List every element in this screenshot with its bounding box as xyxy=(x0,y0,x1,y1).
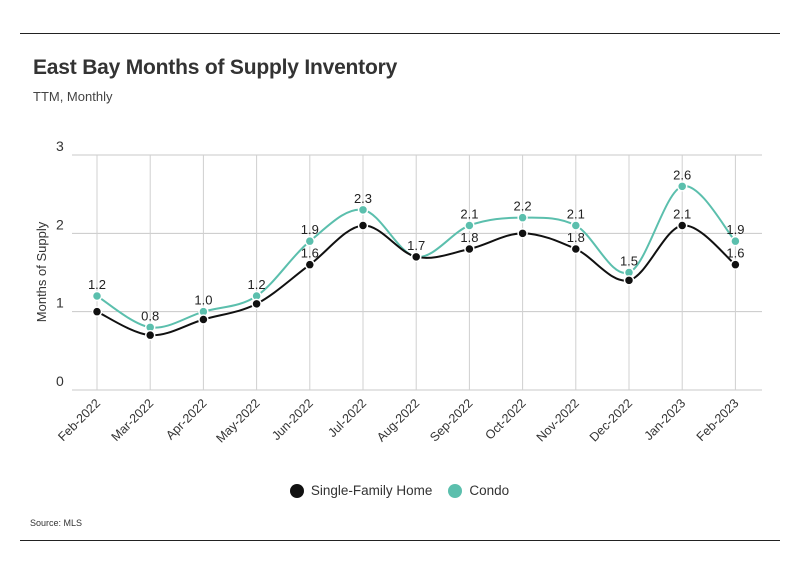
legend-swatch-single-family xyxy=(289,483,304,498)
data-label-condo: 1.9 xyxy=(726,222,744,237)
top-rule xyxy=(20,33,780,34)
data-label-condo: 2.6 xyxy=(673,167,691,182)
legend-label-condo: Condo xyxy=(469,483,510,498)
data-label-single-family: 2.1 xyxy=(673,207,691,222)
data-point-condo xyxy=(570,220,582,231)
data-point-single-family xyxy=(251,298,262,310)
x-tick-label: Sep-2022 xyxy=(427,396,475,444)
x-tick-label: Oct-2022 xyxy=(482,396,528,442)
data-label-condo: 2.1 xyxy=(567,207,585,222)
y-tick-label: 3 xyxy=(56,138,64,154)
data-label-single-family: 1.6 xyxy=(301,246,319,261)
bottom-rule xyxy=(20,540,780,541)
data-label-condo: 1.2 xyxy=(88,277,106,292)
source-note: Source: MLS xyxy=(30,518,83,528)
data-point-condo xyxy=(91,290,103,302)
data-point-single-family xyxy=(144,329,156,341)
legend-label-single-family: Single-Family Home xyxy=(310,483,433,498)
x-tick-label: Jul-2022 xyxy=(325,396,369,440)
data-point-single-family xyxy=(517,228,528,239)
chart-subtitle: TTM, Monthly xyxy=(33,89,113,104)
y-axis-label: Months of Supply xyxy=(34,221,49,322)
series-line-condo xyxy=(96,185,737,329)
data-point-condo xyxy=(676,181,688,192)
data-point-single-family xyxy=(410,251,422,263)
chart-title: East Bay Months of Supply Inventory xyxy=(33,56,398,79)
x-tick-label: Apr-2022 xyxy=(163,396,209,442)
x-tick-label: Feb-2022 xyxy=(55,396,103,444)
x-tick-label: Feb-2023 xyxy=(694,396,742,444)
data-point-single-family xyxy=(623,275,635,286)
data-label-single-family: 1.8 xyxy=(460,230,478,245)
legend-item-single-family[interactable]: Single-Family Home xyxy=(289,483,433,498)
data-point-single-family xyxy=(730,259,741,270)
data-point-single-family xyxy=(198,314,209,325)
data-label-condo: 2.3 xyxy=(354,191,372,206)
data-label-condo: 1.5 xyxy=(620,254,638,269)
data-point-single-family xyxy=(357,220,369,231)
data-label-single-family: 1.8 xyxy=(567,230,585,245)
data-point-condo xyxy=(304,235,316,247)
x-tick-label: Mar-2022 xyxy=(109,396,157,444)
legend-item-condo[interactable]: Condo xyxy=(448,483,509,498)
x-tick-label: Aug-2022 xyxy=(374,396,422,444)
data-label-condo: 2.1 xyxy=(460,207,478,222)
x-tick-label: Nov-2022 xyxy=(534,396,582,444)
x-tick-label: Dec-2022 xyxy=(587,396,635,444)
legend: Single-Family Home Condo xyxy=(0,483,799,498)
x-tick-label: Jun-2022 xyxy=(269,396,316,443)
y-tick-label: 2 xyxy=(56,216,64,232)
data-label-condo: 2.2 xyxy=(514,199,532,214)
y-tick-label: 1 xyxy=(56,295,64,311)
data-point-condo xyxy=(464,220,475,231)
data-label-condo: 0.8 xyxy=(141,308,159,323)
data-point-single-family xyxy=(676,220,688,231)
data-label-single-family: 1.6 xyxy=(726,246,744,261)
data-label-condo: 1.0 xyxy=(194,293,212,308)
data-label-condo: 1.7 xyxy=(407,238,425,253)
legend-swatch-condo xyxy=(448,483,463,498)
data-point-single-family xyxy=(570,243,582,255)
data-point-single-family xyxy=(91,306,103,317)
data-point-single-family xyxy=(464,243,475,255)
data-label-condo: 1.9 xyxy=(301,222,319,237)
x-tick-label: May-2022 xyxy=(214,396,263,445)
data-point-single-family xyxy=(304,259,316,270)
data-point-condo xyxy=(517,212,528,223)
data-point-condo xyxy=(357,204,369,216)
x-tick-label: Jan-2023 xyxy=(642,396,689,443)
y-tick-label: 0 xyxy=(56,373,64,389)
data-point-condo xyxy=(730,235,741,247)
data-label-condo: 1.2 xyxy=(248,277,266,292)
